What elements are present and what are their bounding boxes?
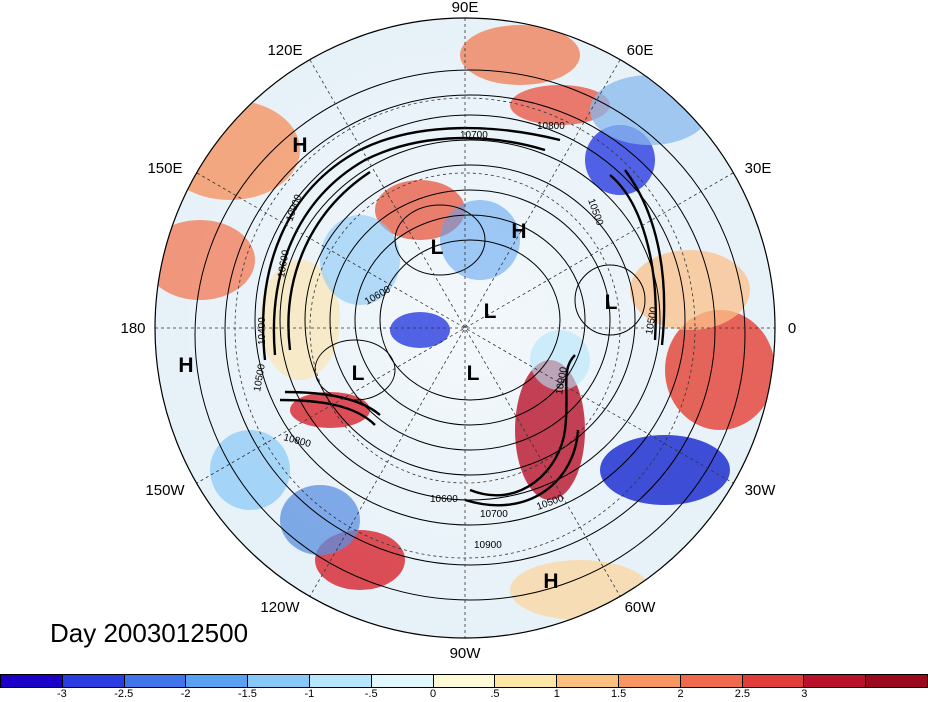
colorbar-swatch <box>680 675 743 687</box>
colorbar-tick-label: 1.5 <box>611 688 627 700</box>
colorbar-tick-label: -2.5 <box>114 688 134 700</box>
colorbar-tick-label: 2 <box>677 688 684 700</box>
colorbar-swatch <box>124 675 187 687</box>
colorbar-tick-label: -1.5 <box>237 688 257 700</box>
lon-label-90e: 90E <box>452 0 479 16</box>
colorbar-swatch <box>1 675 63 687</box>
height-contours <box>194 69 746 601</box>
polar-map: 90E 60E 30E 0 30W 60W 90W 120W 150W 180 … <box>120 0 796 662</box>
colorbar-swatch <box>557 675 619 687</box>
lon-label-120e: 120E <box>267 42 302 59</box>
contour-label: 10500 <box>252 363 268 393</box>
graticule <box>155 18 775 638</box>
colorbar-swatches <box>0 674 928 688</box>
colorbar-swatch <box>62 675 125 687</box>
colorbar-swatch <box>742 675 805 687</box>
colorbar-swatch <box>309 675 372 687</box>
lon-label-30e: 30E <box>745 160 772 177</box>
lon-label-30w: 30W <box>745 482 777 499</box>
low-pressure-marker: L <box>484 300 497 323</box>
anomaly-field <box>155 25 775 620</box>
colorbar-swatch <box>804 675 867 687</box>
contour-label: 10500 <box>644 306 660 336</box>
colorbar-swatch <box>371 675 434 687</box>
colorbar-swatch <box>866 675 927 687</box>
jet-contours <box>261 126 666 507</box>
low-pressure-marker: L <box>605 291 618 314</box>
lon-label-0: 0 <box>788 320 796 337</box>
colorbar-tick-label: 2.5 <box>734 688 751 700</box>
colorbar-swatch <box>248 675 310 687</box>
low-pressure-marker: L <box>467 362 480 385</box>
contour-label: 10900 <box>474 540 502 551</box>
contour-label: 10700 <box>480 509 508 520</box>
colorbar-swatch <box>618 675 681 687</box>
high-pressure-marker: H <box>511 220 526 243</box>
high-pressure-marker: H <box>178 354 193 377</box>
colorbar-swatch <box>186 675 249 687</box>
contour-label: 10700 <box>460 130 488 141</box>
colorbar-tick-label: -2 <box>180 688 191 700</box>
lon-label-90w: 90W <box>450 645 482 662</box>
contour-label: 10800 <box>537 121 565 132</box>
contour-label: 10400 <box>257 317 268 345</box>
colorbar-tick-label: 1 <box>553 688 560 700</box>
colorbar-tick-label: -3 <box>56 688 67 700</box>
contour-label: 10600 <box>430 494 458 505</box>
lon-label-150w: 150W <box>145 482 185 499</box>
colorbar-tick-label: 3 <box>801 688 808 700</box>
day-label: Day 2003012500 <box>50 618 249 648</box>
colorbar: -3 -2.5 -2 -1.5 -1 -.5 0 .5 1 1.5 2 2.5 3 <box>0 674 928 702</box>
colorbar-tick-label: -1 <box>304 688 315 700</box>
lon-label-120w: 120W <box>260 599 300 616</box>
colorbar-swatch <box>495 675 558 687</box>
high-pressure-marker: H <box>543 570 558 593</box>
lon-label-150e: 150E <box>147 160 182 177</box>
lon-label-60e: 60E <box>627 42 654 59</box>
high-pressure-marker: H <box>292 134 307 157</box>
colorbar-tick-label: .5 <box>490 688 500 700</box>
lon-label-60w: 60W <box>625 599 657 616</box>
low-pressure-marker: L <box>431 236 444 259</box>
lon-label-180: 180 <box>120 320 145 337</box>
colorbar-tick-labels: -3 -2.5 -2 -1.5 -1 -.5 0 .5 1 1.5 2 2.5 3 <box>0 688 928 702</box>
contour-label: 10900 <box>554 366 570 396</box>
map-rim <box>154 17 776 639</box>
low-pressure-marker: L <box>352 362 365 385</box>
contour-label: 10600 <box>276 249 292 279</box>
colorbar-tick-label: -.5 <box>364 688 378 700</box>
colorbar-swatch <box>433 675 496 687</box>
colorbar-tick-label: 0 <box>430 688 437 700</box>
